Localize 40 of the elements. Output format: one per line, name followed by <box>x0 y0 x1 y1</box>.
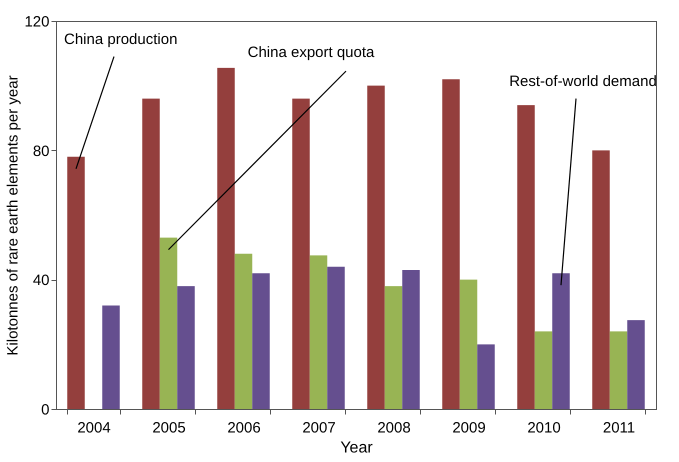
bar <box>234 254 252 409</box>
text: Rest-of-world demand <box>509 72 657 90</box>
bar <box>252 273 270 409</box>
bar <box>142 98 160 409</box>
bar <box>292 98 310 409</box>
x-axis-title: Year <box>340 440 374 456</box>
y-tick-label: 0 <box>41 402 50 418</box>
bar <box>610 331 628 409</box>
text: China production <box>64 30 178 48</box>
bar <box>310 255 328 409</box>
x-tick-label: 2008 <box>377 420 411 436</box>
bar <box>102 306 120 409</box>
bar <box>552 273 570 409</box>
x-tick-label: 2011 <box>602 420 636 436</box>
bar <box>517 105 535 409</box>
text: China export quota <box>248 44 376 61</box>
bar <box>217 68 235 409</box>
y-tick-label: 120 <box>24 14 50 30</box>
bar <box>460 280 478 409</box>
bar <box>477 344 495 409</box>
x-tick-label: 2004 <box>77 420 111 436</box>
x-tick-label: 2009 <box>452 420 486 436</box>
bar <box>327 266 345 409</box>
bar <box>402 270 420 409</box>
x-tick-label: 2006 <box>227 420 261 436</box>
y-tick-label: 40 <box>32 272 50 290</box>
bar <box>367 86 385 409</box>
x-tick-label: 2010 <box>527 420 561 436</box>
bar <box>592 150 610 409</box>
bar <box>442 79 460 409</box>
y-tick-label: 80 <box>32 142 50 160</box>
x-tick-label: 2005 <box>152 420 186 436</box>
bar <box>177 286 195 409</box>
bar <box>384 286 402 409</box>
bar <box>534 331 552 409</box>
x-tick-label: 2007 <box>302 420 336 436</box>
bar <box>627 320 645 409</box>
bar <box>67 156 85 409</box>
y-axis-title: Kilotonnes of rare earth elements per year <box>4 75 22 356</box>
bar <box>160 238 178 409</box>
